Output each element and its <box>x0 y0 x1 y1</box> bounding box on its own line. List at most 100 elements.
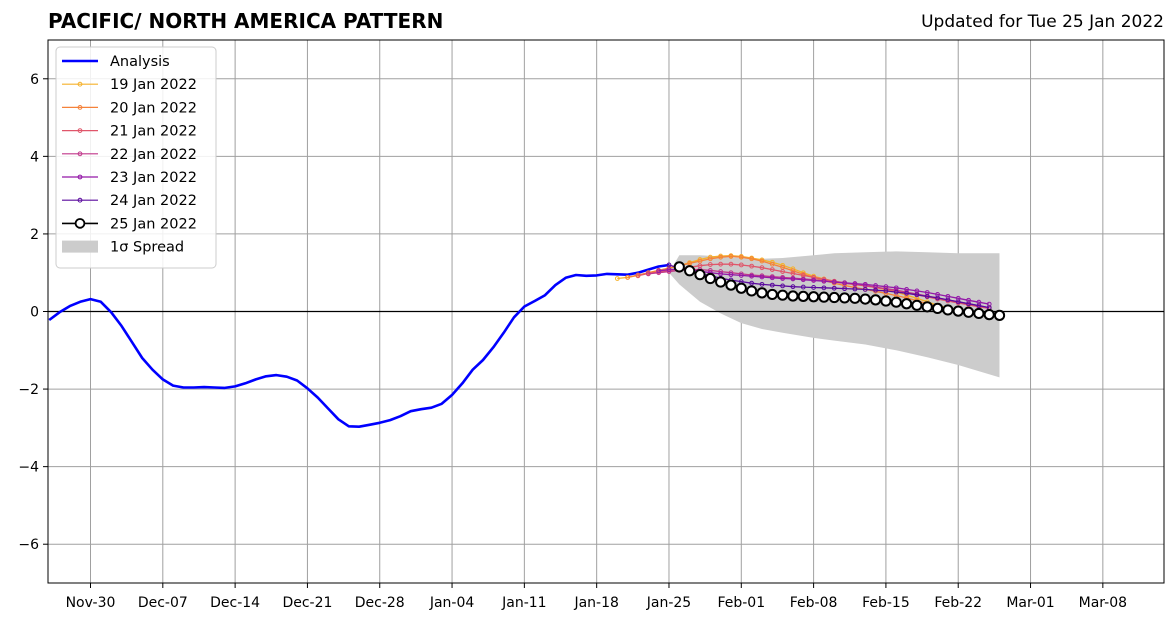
x-tick-label: Nov-30 <box>66 595 116 611</box>
forecast-point <box>966 301 971 307</box>
forecast-point <box>759 258 765 264</box>
legend-marker <box>77 128 83 134</box>
forecast-point <box>769 267 775 273</box>
forecast-point <box>780 276 786 281</box>
forecast-point <box>811 285 816 290</box>
forecast-point <box>725 279 737 291</box>
legend: Analysis 19 Jan 2022 20 Jan 2022 21 Jan 202… <box>55 46 217 269</box>
forecast-point <box>738 273 744 278</box>
forecast-point <box>880 295 892 307</box>
forecast-point <box>735 282 747 294</box>
forecast-point <box>759 274 765 280</box>
forecast-point <box>821 285 827 291</box>
legend-label-forecast: 21 Jan 2022 <box>110 124 197 140</box>
forecast-point <box>842 286 847 292</box>
legend-marker <box>77 197 83 203</box>
x-tick-label: Jan-04 <box>429 595 475 611</box>
analysis-line <box>48 263 670 429</box>
forecast-point <box>787 290 799 302</box>
forecast-point <box>790 271 796 276</box>
forecast-point <box>728 254 734 259</box>
forecast-point <box>749 273 755 279</box>
forecast-point <box>718 261 724 267</box>
forecast-point <box>749 256 755 262</box>
forecast-point <box>821 278 827 284</box>
forecast-point <box>900 298 913 310</box>
forecast-point <box>694 269 706 281</box>
forecast-point <box>759 281 765 287</box>
forecast-point <box>924 293 930 299</box>
forecast-point <box>756 287 768 299</box>
x-tick-label: Feb-01 <box>717 595 765 611</box>
forecast-point <box>718 254 724 260</box>
legend-label-forecast: 23 Jan 2022 <box>110 170 197 186</box>
y-tick-label: −2 <box>18 382 39 398</box>
legend-label-forecast: 24 Jan 2022 <box>110 193 197 209</box>
forecast-point <box>935 295 940 301</box>
x-tick-label: Mar-08 <box>1079 595 1127 611</box>
forecast-point <box>738 254 744 260</box>
x-tick-label: Dec-14 <box>210 595 260 611</box>
legend-label-forecast: 19 Jan 2022 <box>110 77 197 93</box>
forecast-point <box>666 262 672 268</box>
y-tick-label: 4 <box>30 149 39 165</box>
chart-subtitle: Updated for Tue 25 Jan 2022 <box>921 12 1164 32</box>
forecast-line <box>658 268 990 305</box>
y-tick-label: −6 <box>18 537 39 553</box>
forecast-point <box>890 296 902 308</box>
legend-swatch-spread <box>62 240 98 253</box>
forecast-point <box>749 263 755 269</box>
series-layer <box>48 253 1006 429</box>
forecast-point <box>993 309 1006 321</box>
forecast-point <box>769 261 775 267</box>
legend-label-forecast: 20 Jan 2022 <box>110 100 197 116</box>
forecast-point <box>777 289 789 301</box>
forecast-point <box>780 283 786 289</box>
forecast-point <box>746 285 758 297</box>
x-tick-label: Jan-25 <box>646 595 691 611</box>
legend-label-analysis: Analysis <box>110 54 170 70</box>
y-tick-label: 6 <box>30 72 39 88</box>
forecast-point <box>728 261 734 267</box>
legend-label-forecast: 25 Jan 2022 <box>110 216 197 232</box>
forecast-point <box>893 289 899 295</box>
forecast-point <box>715 276 727 288</box>
forecast-point <box>790 268 796 274</box>
legend-label-spread: 1σ Spread <box>110 240 184 256</box>
legend-box <box>55 46 217 269</box>
forecast-point <box>852 286 858 292</box>
forecast-point <box>614 276 620 281</box>
forecast-point <box>769 275 775 281</box>
legend-marker <box>77 81 83 87</box>
forecast-point <box>973 307 985 320</box>
forecast-point <box>656 268 662 274</box>
forecast-point <box>738 262 744 268</box>
forecast-point <box>759 265 765 271</box>
forecast-point <box>707 256 713 262</box>
forecast-point <box>811 278 816 283</box>
forecast-point <box>673 261 685 273</box>
forecast-series <box>656 266 992 307</box>
x-tick-label: Dec-21 <box>282 595 332 611</box>
forecast-point <box>883 288 889 294</box>
forecast-point <box>645 271 651 277</box>
forecast-point <box>728 272 734 278</box>
forecast-point <box>862 281 868 287</box>
forecast-point <box>904 290 909 296</box>
x-tick-label: Mar-01 <box>1006 595 1054 611</box>
x-tick-label: Feb-08 <box>790 595 838 611</box>
forecast-point <box>808 291 820 303</box>
forecast-point <box>955 299 961 305</box>
forecast-point <box>769 282 775 288</box>
forecast-point <box>859 293 871 305</box>
forecast-series <box>673 261 1006 321</box>
forecast-point <box>873 283 878 288</box>
forecast-point <box>666 267 672 273</box>
x-tick-label: Jan-18 <box>573 595 618 611</box>
legend-label-forecast: 22 Jan 2022 <box>110 147 197 163</box>
x-tick-label: Jan-11 <box>501 595 546 611</box>
legend-marker <box>74 218 86 229</box>
forecast-point <box>842 280 847 286</box>
forecast-point <box>697 258 703 264</box>
